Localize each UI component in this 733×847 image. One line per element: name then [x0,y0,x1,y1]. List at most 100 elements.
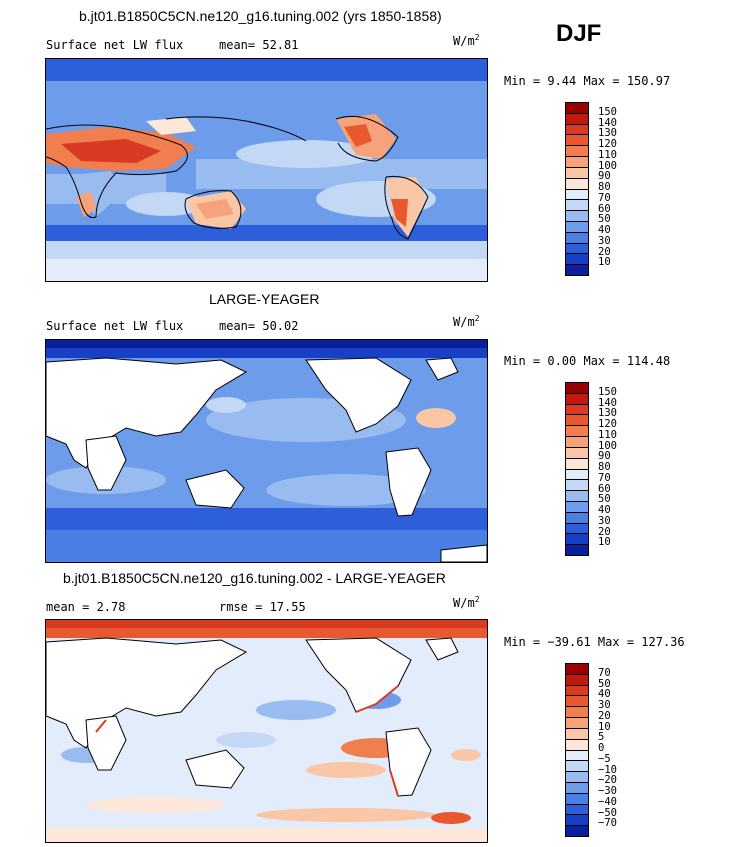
colorbar-tick-label: 10 [598,536,611,549]
panel-2-minmax: Min = 0.00 Max = 114.48 [504,354,671,368]
panel-1-colorbar [565,102,589,276]
colorbar-swatch [566,782,588,794]
colorbar-tick-label: 150 [598,385,617,398]
panel-2-field-label: Surface net LW flux [46,319,184,333]
colorbar-tick-label: 70 [598,666,611,679]
colorbar-swatch [566,124,588,136]
colorbar-swatch [566,243,588,255]
colorbar-tick-label: 120 [598,138,617,150]
colorbar-tick-label: 100 [598,439,617,452]
colorbar-swatch [566,512,588,524]
colorbar-tick-label: −5 [598,752,611,765]
colorbar-swatch [566,707,588,719]
colorbar-swatch [566,447,588,459]
colorbar-swatch [566,491,588,502]
colorbar-swatch [566,415,588,427]
colorbar-swatch [566,265,588,275]
colorbar-swatch [566,437,588,448]
colorbar-swatch [566,469,588,481]
colorbar-tick-label: 30 [598,699,611,711]
colorbar-tick-label: 150 [598,105,617,118]
colorbar-tick-label: 40 [598,224,611,236]
colorbar-swatch [566,793,588,805]
panel-3-units: W/m2 [453,595,480,610]
colorbar-swatch [566,674,588,686]
colorbar-tick-label: −10 [598,763,617,776]
colorbar-tick-label: 130 [598,407,617,420]
colorbar-swatch [566,426,588,438]
panel-1-field-label: Surface net LW flux [46,38,184,52]
colorbar-tick-label: 60 [598,202,611,215]
colorbar-swatch [566,728,588,740]
panel-3-map [45,619,488,843]
season-label: DJF [556,20,602,47]
colorbar-tick-label: 60 [598,482,611,495]
colorbar-tick-label: 20 [598,709,611,722]
colorbar-tick-label: 30 [598,514,611,527]
colorbar-tick-label: 70 [598,191,611,204]
colorbar-tick-label: 50 [598,213,611,226]
colorbar-tick-label: 100 [598,159,617,172]
colorbar-swatch [566,815,588,827]
colorbar-tick-label: 70 [598,471,611,484]
colorbar-swatch [566,458,588,470]
colorbar-swatch [566,739,588,751]
panel-2-title: LARGE-YEAGER [209,291,320,307]
colorbar-tick-label: 40 [598,504,611,516]
colorbar-swatch [566,167,588,179]
colorbar-swatch [566,221,588,233]
colorbar-swatch [566,113,588,125]
panel-2-units: W/m2 [453,314,480,329]
colorbar-swatch [566,232,588,244]
panel-3-minmax: Min = −39.61 Max = 127.36 [504,635,685,649]
colorbar-tick-label: 5 [598,731,605,744]
colorbar-tick-label: −50 [598,806,617,819]
panel-1-minmax: Min = 9.44 Max = 150.97 [504,74,671,88]
colorbar-tick-label: 10 [598,256,611,269]
colorbar-swatch [566,103,588,114]
colorbar-swatch [566,685,588,697]
colorbar-swatch [566,393,588,405]
colorbar-tick-label: 140 [598,396,617,409]
panel-2-map [45,339,488,563]
panel-2-colorbar-labels: 150 140 130 120 110 100 90 80 70 60 50 40 30 20 10 [598,382,628,554]
colorbar-swatch [566,545,588,555]
colorbar-swatch [566,696,588,708]
colorbar-tick-label: 120 [598,418,617,430]
colorbar-swatch [566,157,588,168]
colorbar-swatch [566,146,588,158]
colorbar-swatch [566,189,588,201]
panel-3-colorbar-labels: 70 50 40 30 20 10 5 0 −5 −10 −20 −30 −40 −50 −70 [598,663,634,835]
colorbar-tick-label: 40 [598,688,611,701]
colorbar-tick-label: 140 [598,116,617,129]
colorbar-swatch [566,664,588,675]
colorbar-tick-label: 50 [598,493,611,506]
colorbar-swatch [566,501,588,513]
colorbar-tick-label: 20 [598,525,611,538]
colorbar-tick-label: 20 [598,245,611,258]
colorbar-swatch [566,383,588,394]
colorbar-tick-label: 10 [598,720,611,733]
colorbar-swatch [566,750,588,762]
colorbar-swatch [566,211,588,222]
panel-3-colorbar [565,663,589,837]
colorbar-swatch [566,534,588,546]
colorbar-tick-label: 80 [598,181,611,193]
colorbar-swatch [566,178,588,190]
colorbar-swatch [566,826,588,836]
panel-3-rmse-label: rmse = 17.55 [219,600,306,614]
colorbar-tick-label: 90 [598,170,611,183]
colorbar-swatch [566,480,588,492]
colorbar-tick-label: −30 [598,785,617,797]
colorbar-tick-label: −40 [598,795,617,808]
colorbar-swatch [566,761,588,773]
colorbar-tick-label: 90 [598,450,611,463]
panel-2-mean-label: mean= 50.02 [219,319,299,333]
panel-1-map [45,58,488,282]
panel-2-colorbar [565,382,589,556]
panel-3-title: b.jt01.B1850C5CN.ne120_g16.tuning.002 - … [63,570,446,586]
panel-3-mean-label: mean = 2.78 [46,600,126,614]
colorbar-tick-label: 30 [598,234,611,247]
colorbar-tick-label: −70 [598,817,617,830]
colorbar-swatch [566,772,588,783]
